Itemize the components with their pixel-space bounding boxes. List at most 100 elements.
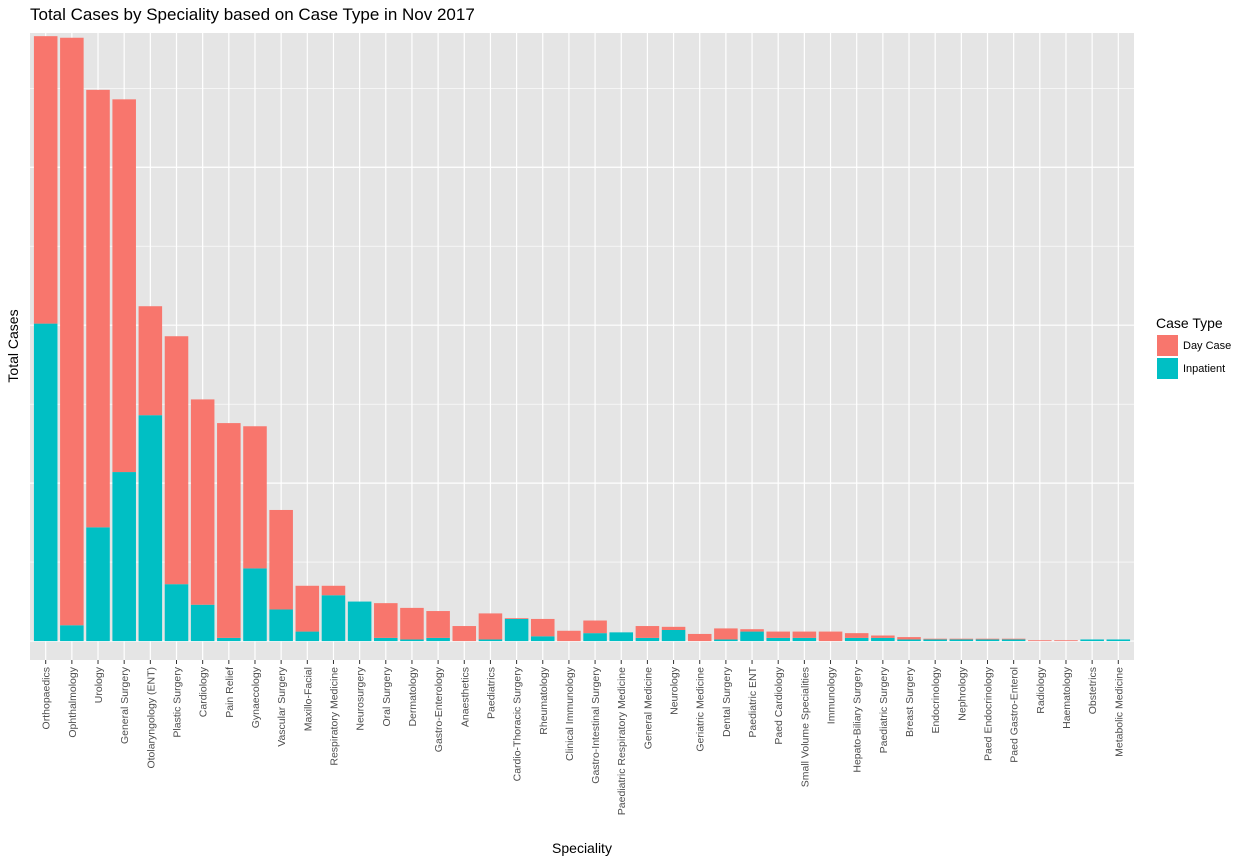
bar-inpatient: [844, 637, 869, 642]
x-tick-label: Anaesthetics: [459, 667, 471, 727]
bar-inpatient: [897, 639, 921, 642]
bar-inpatient: [1001, 639, 1026, 642]
bar-day-case: [766, 631, 790, 638]
x-tick-label: Paed Endocrinology: [982, 666, 994, 761]
bar-inpatient: [635, 637, 660, 642]
x-tick-label: Orthopaedics: [41, 667, 53, 729]
chart-title: Total Cases by Speciality based on Case …: [30, 5, 475, 24]
x-tick-label: Pain Relief: [224, 667, 236, 718]
bar-inpatient: [426, 637, 450, 642]
x-tick-label: Gastro-Intestinal Surgery: [590, 666, 602, 783]
x-tick-label: Dental Surgery: [721, 666, 733, 737]
bar-inpatient: [112, 472, 136, 642]
x-tick-label: Nephrology: [956, 666, 968, 720]
x-tick-label: Otolaryngology (ENT): [145, 667, 157, 769]
bar-inpatient: [923, 639, 947, 642]
bar-inpatient: [138, 415, 163, 642]
bar-inpatient: [321, 595, 346, 642]
bar-inpatient: [33, 323, 58, 642]
bar-day-case: [426, 611, 450, 638]
bar-day-case: [687, 633, 712, 642]
x-tick-label: Cardio-Thoracic Surgery: [512, 666, 524, 781]
legend-label-day-case: Day Case: [1183, 340, 1231, 352]
x-axis-ticks: Orthopaedics Ophthalmology Urology General …: [41, 660, 1125, 815]
x-tick-label: Paediatric ENT: [747, 666, 759, 737]
bar-inpatient: [949, 639, 974, 642]
bar-day-case: [374, 603, 398, 638]
bar-day-case: [400, 607, 424, 640]
bar-day-case: [661, 626, 686, 630]
bar-day-case: [818, 631, 843, 642]
bar-day-case: [949, 638, 974, 640]
bar-day-case: [792, 631, 817, 638]
bar-day-case: [190, 399, 215, 605]
legend-key-inpatient: [1157, 358, 1178, 379]
bar-day-case: [86, 89, 110, 528]
x-tick-label: Ophthalmology: [67, 666, 79, 737]
bar-day-case: [33, 36, 58, 324]
bar-inpatient: [1080, 639, 1104, 642]
bar-inpatient: [740, 631, 764, 642]
bar-day-case: [112, 99, 136, 473]
bars: [33, 36, 1131, 642]
bar-inpatient: [792, 637, 817, 642]
x-tick-label: Dermatology: [407, 666, 419, 726]
y-axis-title: Total Cases: [5, 309, 21, 382]
bar-inpatient: [766, 637, 790, 642]
bar-inpatient: [347, 601, 372, 642]
x-tick-label: General Surgery: [119, 666, 131, 744]
bar-day-case: [897, 637, 921, 640]
bar-inpatient: [609, 632, 634, 642]
bar-day-case: [635, 626, 660, 638]
bar-inpatient: [60, 625, 84, 642]
x-tick-label: Plastic Surgery: [172, 666, 184, 737]
bar-inpatient: [243, 568, 267, 642]
x-tick-label: Geriatric Medicine: [695, 667, 707, 752]
x-tick-label: Endocrinology: [930, 666, 942, 733]
x-tick-label: Gynaecology: [250, 666, 262, 728]
bar-day-case: [1054, 640, 1078, 642]
bar-inpatient: [583, 633, 607, 642]
x-tick-label: Urology: [93, 666, 105, 703]
bar-day-case: [452, 626, 477, 642]
bar-day-case: [583, 620, 607, 634]
bar-day-case: [714, 628, 738, 640]
x-tick-label: Cardiology: [198, 666, 210, 717]
x-tick-label: Haematology: [1061, 666, 1073, 729]
bar-inpatient: [478, 639, 503, 642]
bar-day-case: [740, 629, 764, 632]
x-tick-label: Clinical Immunology: [564, 666, 576, 761]
x-tick-label: Maxillo-Facial: [302, 667, 314, 731]
bar-day-case: [295, 585, 320, 632]
legend-label-inpatient: Inpatient: [1183, 363, 1225, 375]
bar-inpatient: [86, 527, 110, 642]
x-axis-title: Speciality: [552, 840, 612, 856]
x-tick-label: Paed Gastro-Enterol: [1009, 667, 1021, 763]
bar-inpatient: [530, 636, 555, 642]
x-tick-label: Breast Surgery: [904, 666, 916, 737]
x-tick-label: General Medicine: [642, 667, 654, 749]
bar-day-case: [530, 618, 555, 637]
bar-day-case: [478, 613, 503, 640]
bar-day-case: [1028, 640, 1052, 642]
x-tick-label: Small Volume Specialities: [799, 667, 811, 787]
x-tick-label: Radiology: [1035, 666, 1047, 713]
bar-day-case: [871, 635, 895, 638]
legend-title: Case Type: [1156, 315, 1223, 331]
bar-inpatient: [190, 604, 215, 642]
bar-inpatient: [871, 637, 895, 642]
x-tick-label: Vascular Surgery: [276, 666, 288, 747]
bar-day-case: [217, 423, 241, 638]
bar-inpatient: [164, 584, 189, 642]
bar-inpatient: [269, 609, 293, 642]
bar-day-case: [164, 336, 189, 585]
bar-inpatient: [400, 639, 424, 642]
bar-day-case: [269, 509, 293, 610]
x-tick-label: Paed Cardiology: [773, 666, 785, 744]
bar-day-case: [844, 633, 869, 638]
bar-inpatient: [975, 639, 1000, 642]
x-tick-label: Obstetrics: [1087, 667, 1099, 714]
bar-inpatient: [217, 637, 241, 642]
x-tick-label: Neurosurgery: [355, 666, 367, 730]
